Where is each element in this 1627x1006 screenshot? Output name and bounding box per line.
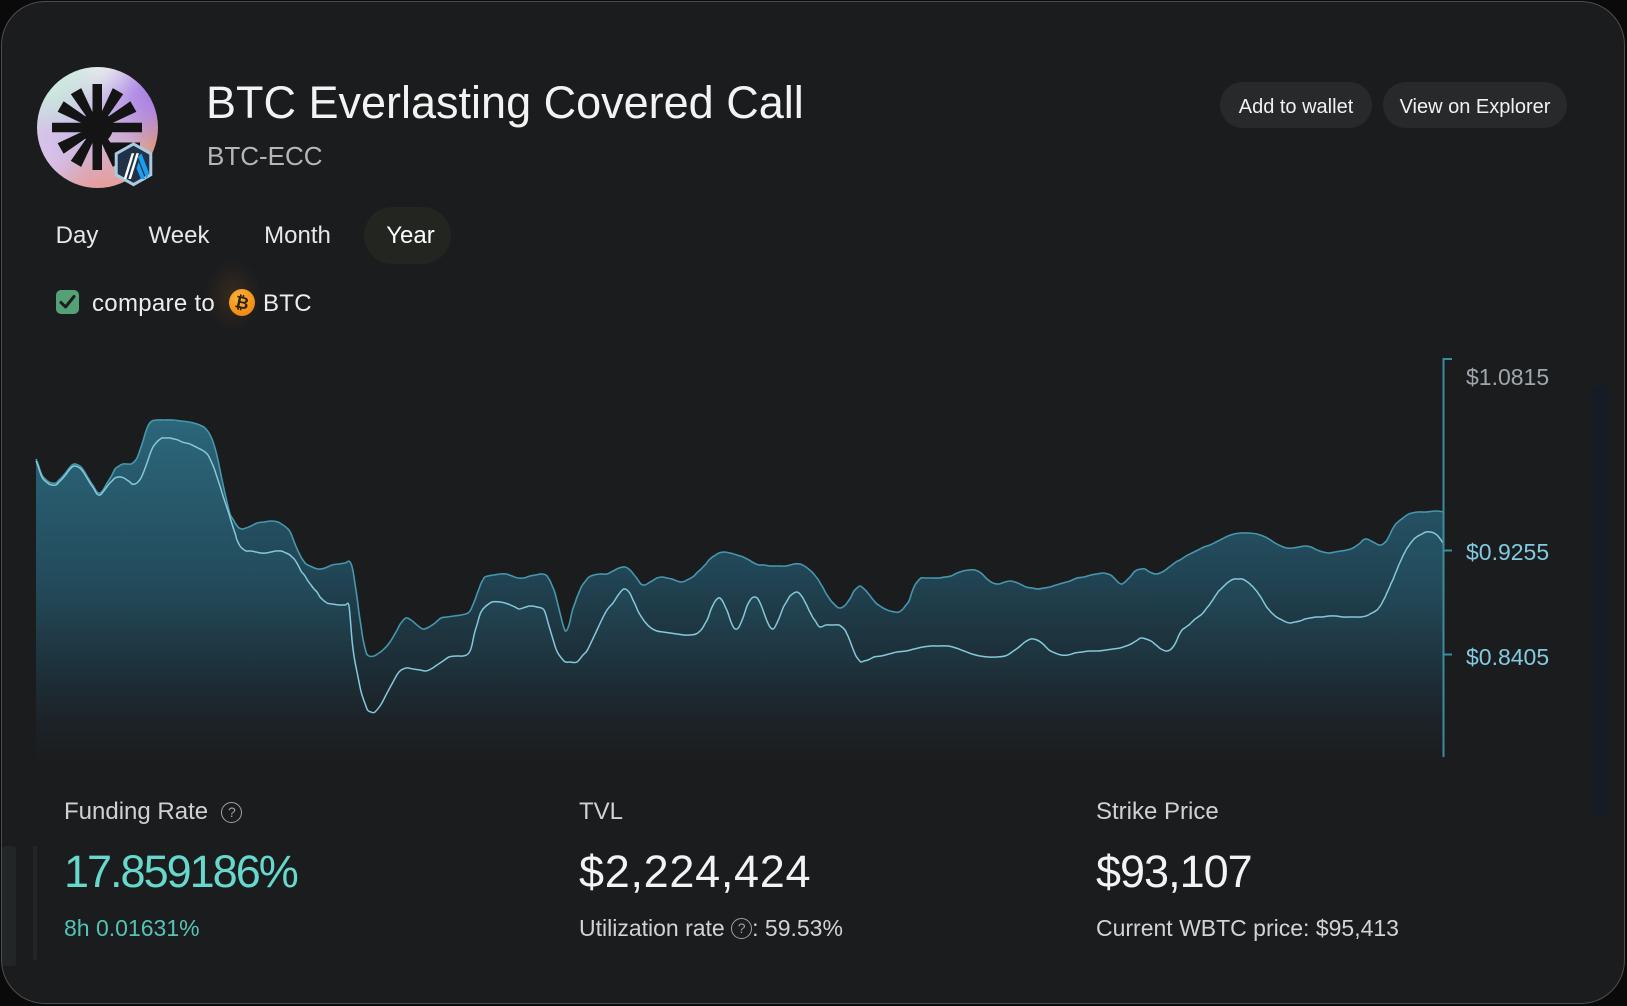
svg-text:₿: ₿ bbox=[233, 292, 251, 313]
